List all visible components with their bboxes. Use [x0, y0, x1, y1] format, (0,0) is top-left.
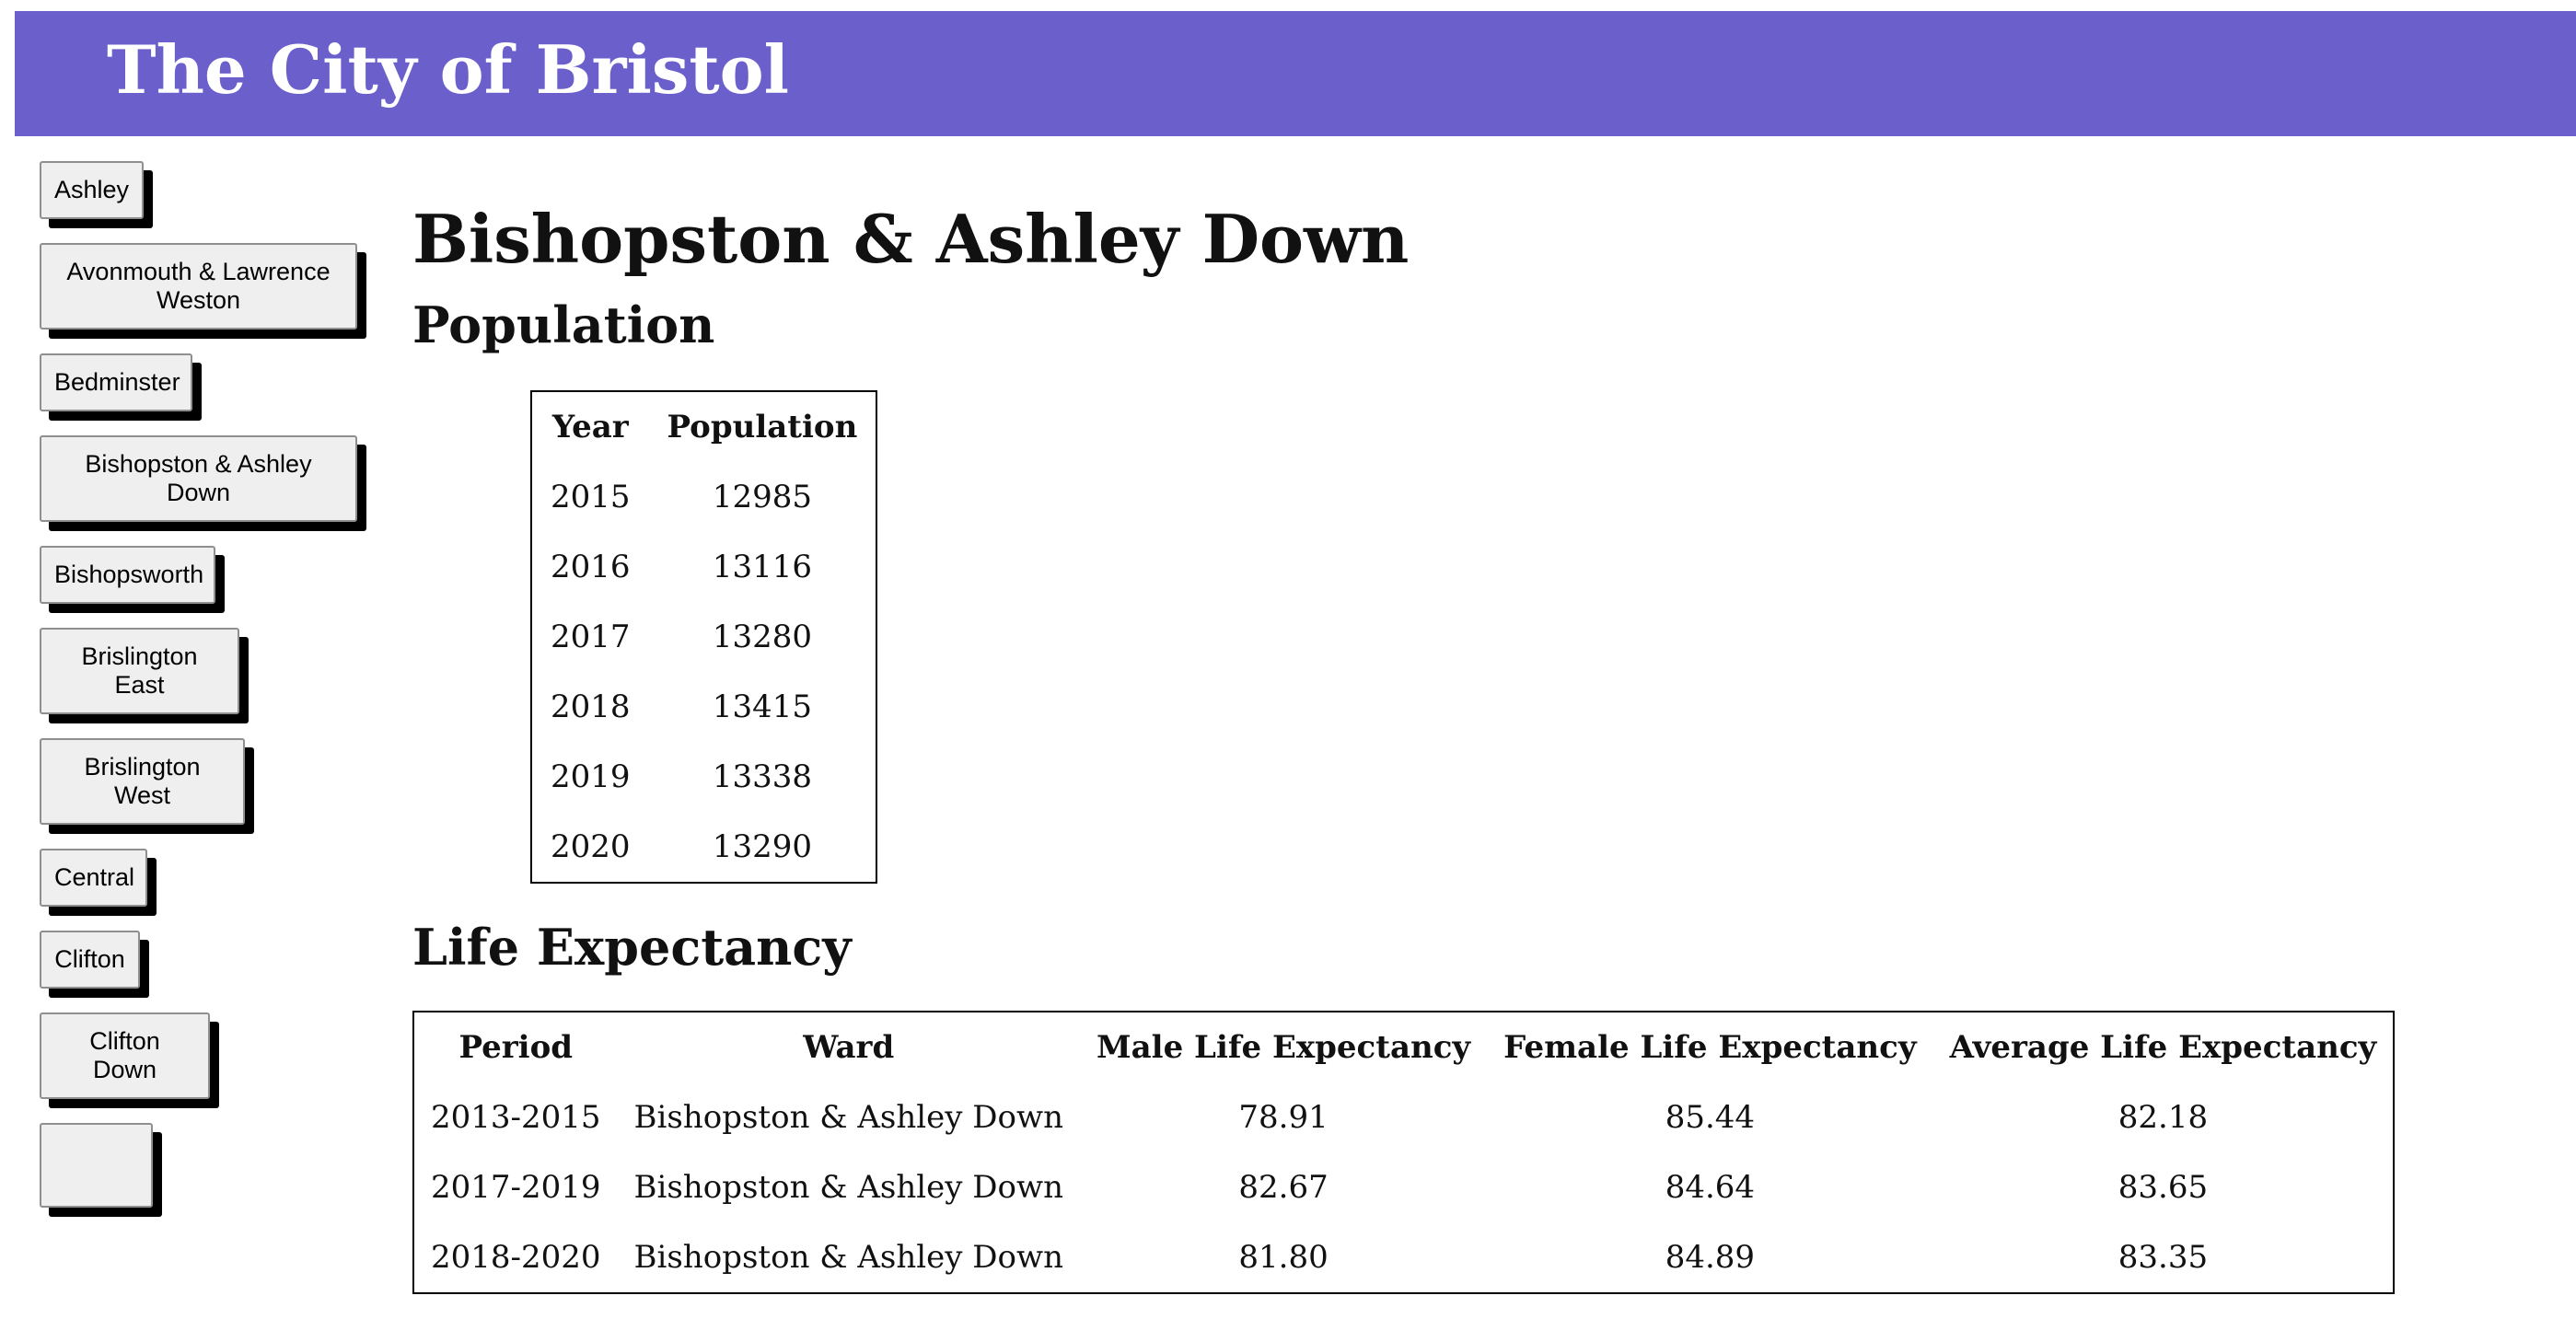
female-cell: 85.44 [1665, 1099, 1756, 1136]
period-cell: 2017-2019 [431, 1169, 601, 1206]
ward-sidebar: Ashley Avonmouth & Lawrence Weston Bedmi… [40, 161, 371, 1232]
period-cell: 2018-2020 [431, 1239, 601, 1276]
table-row: 2015 12985 [532, 462, 876, 532]
ward-cell: Bishopston & Ashley Down [633, 1099, 1063, 1136]
ward-button-brislington-west[interactable]: Brislington West [40, 738, 245, 825]
population-heading: Population [412, 295, 715, 354]
year-cell: 2020 [551, 828, 631, 865]
population-table: Year Population 2015 12985 2016 13116 20… [530, 390, 878, 884]
table-row: 2018-2020 Bishopston & Ashley Down 81.80… [414, 1222, 2393, 1292]
average-cell: 83.65 [2118, 1169, 2209, 1206]
male-cell: 78.91 [1238, 1099, 1329, 1136]
site-header: The City of Bristol [15, 11, 2576, 136]
population-cell: 13338 [712, 758, 813, 795]
table-row: 2016 13116 [532, 532, 876, 602]
life-expectancy-table: Period Ward Male Life Expectancy Female … [412, 1011, 2396, 1294]
site-title: The City of Bristol [107, 30, 789, 109]
ward-button-bedminster[interactable]: Bedminster [40, 353, 192, 411]
average-cell: 83.35 [2118, 1239, 2209, 1276]
ward-button-bishopston-ashley-down[interactable]: Bishopston & Ashley Down [40, 435, 357, 522]
population-cell: 12985 [712, 479, 813, 515]
life-expectancy-heading: Life Expectancy [412, 918, 852, 977]
table-header-row: Year Population [532, 392, 876, 462]
population-cell: 13415 [712, 688, 813, 725]
year-cell: 2018 [551, 688, 631, 725]
ward-button-partial[interactable] [40, 1123, 153, 1208]
year-cell: 2016 [551, 549, 631, 585]
period-cell: 2013-2015 [431, 1099, 601, 1136]
population-cell: 13290 [712, 828, 813, 865]
ward-button-clifton-down[interactable]: Clifton Down [40, 1012, 210, 1099]
population-cell: 13280 [712, 619, 813, 655]
ward-button-central[interactable]: Central [40, 849, 147, 907]
year-cell: 2019 [551, 758, 631, 795]
ward-title: Bishopston & Ashley Down [412, 200, 1410, 278]
year-cell: 2017 [551, 619, 631, 655]
column-header-ward: Ward [803, 1029, 895, 1066]
table-row: 2017 13280 [532, 602, 876, 672]
ward-cell: Bishopston & Ashley Down [633, 1169, 1063, 1206]
column-header-male: Male Life Expectancy [1096, 1029, 1471, 1066]
average-cell: 82.18 [2118, 1099, 2209, 1136]
female-cell: 84.64 [1665, 1169, 1756, 1206]
table-row: 2018 13415 [532, 672, 876, 742]
ward-cell: Bishopston & Ashley Down [633, 1239, 1063, 1276]
table-row: 2019 13338 [532, 742, 876, 812]
table-row: 2017-2019 Bishopston & Ashley Down 82.67… [414, 1152, 2393, 1222]
ward-button-avonmouth-lawrence-weston[interactable]: Avonmouth & Lawrence Weston [40, 243, 357, 330]
column-header-population: Population [667, 409, 858, 445]
table-row: 2013-2015 Bishopston & Ashley Down 78.91… [414, 1082, 2393, 1152]
column-header-year: Year [551, 409, 629, 445]
male-cell: 81.80 [1238, 1239, 1329, 1276]
year-cell: 2015 [551, 479, 631, 515]
female-cell: 84.89 [1665, 1239, 1756, 1276]
table-header-row: Period Ward Male Life Expectancy Female … [414, 1012, 2393, 1082]
column-header-female: Female Life Expectancy [1503, 1029, 1917, 1066]
ward-button-bishopsworth[interactable]: Bishopsworth [40, 546, 215, 604]
ward-button-clifton[interactable]: Clifton [40, 931, 140, 989]
table-row: 2020 13290 [532, 812, 876, 882]
column-header-average: Average Life Expectancy [1949, 1029, 2377, 1066]
ward-details: Bishopston & Ashley Down Population Year… [412, 193, 2530, 1294]
ward-button-brislington-east[interactable]: Brislington East [40, 628, 239, 714]
male-cell: 82.67 [1238, 1169, 1329, 1206]
ward-button-ashley[interactable]: Ashley [40, 161, 144, 219]
column-header-period: Period [458, 1029, 574, 1066]
population-cell: 13116 [712, 549, 813, 585]
